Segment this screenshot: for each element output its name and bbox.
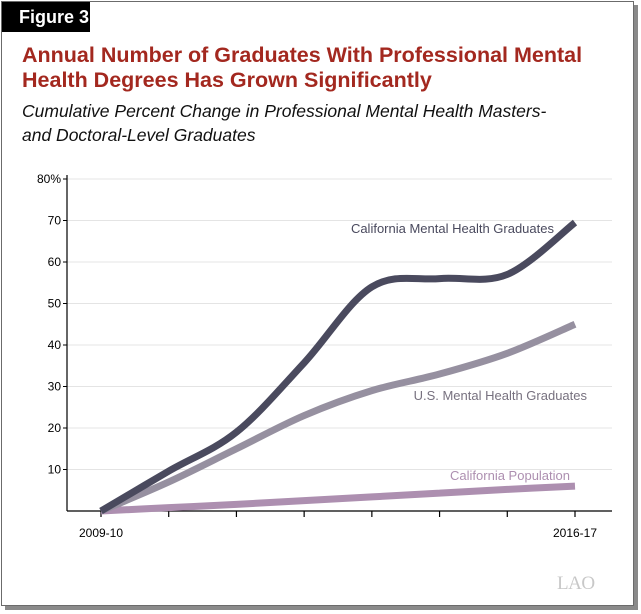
y-tick-label: 30 bbox=[48, 380, 62, 394]
y-tick-label: 50 bbox=[48, 297, 62, 311]
figure-label: Figure 3 bbox=[2, 2, 90, 32]
y-tick-label: 60 bbox=[48, 255, 62, 269]
series-line-california-mental-health-graduates bbox=[99, 219, 578, 515]
series-line-california-population bbox=[100, 482, 576, 515]
y-tick-label: 70 bbox=[48, 214, 62, 228]
series-label: California Population bbox=[450, 468, 570, 483]
x-tick-label: 2016-17 bbox=[553, 526, 597, 540]
y-tick-label: 80% bbox=[37, 172, 61, 186]
y-tick-label: 40 bbox=[48, 338, 62, 352]
y-tick-label: 10 bbox=[48, 463, 62, 477]
y-tick-label: 20 bbox=[48, 421, 62, 435]
lao-logo: LAO bbox=[557, 573, 595, 594]
series-label: U.S. Mental Health Graduates bbox=[414, 388, 588, 403]
series-label: California Mental Health Graduates bbox=[351, 221, 555, 236]
chart-subtitle: Cumulative Percent Change in Professiona… bbox=[22, 101, 547, 145]
series-line-us-mental-health-graduates bbox=[99, 321, 577, 515]
x-tick-label: 2009-10 bbox=[79, 526, 123, 540]
chart-title: Annual Number of Graduates With Professi… bbox=[22, 43, 583, 92]
